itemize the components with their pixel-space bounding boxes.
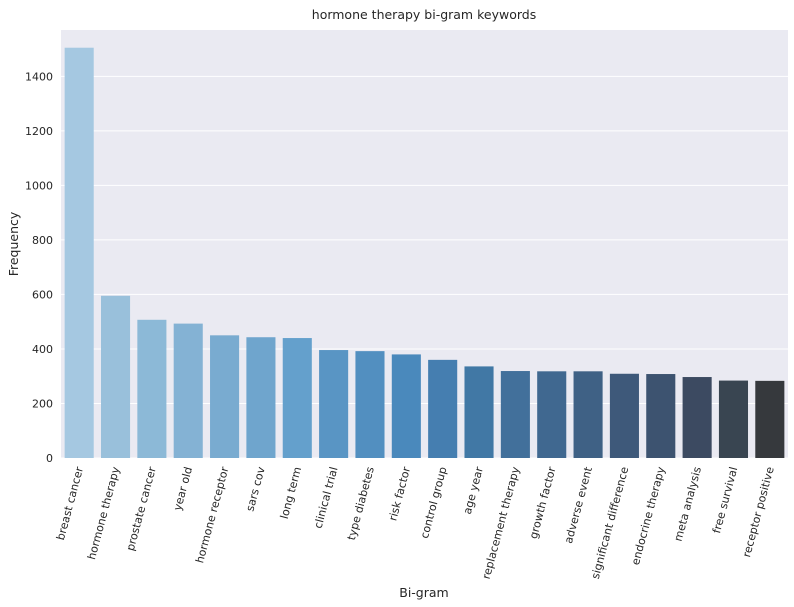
y-tick-label: 0 — [46, 452, 53, 465]
x-tick-label: growth factor — [527, 465, 559, 540]
bar — [64, 47, 94, 458]
chart-title: hormone therapy bi-gram keywords — [312, 7, 536, 22]
x-tick-label: sars cov — [243, 465, 267, 513]
bar — [646, 374, 676, 458]
bar — [391, 354, 421, 458]
x-tick-label: adverse event — [562, 465, 595, 545]
bar — [682, 377, 712, 458]
bar — [355, 351, 385, 458]
x-tick-label: year old — [171, 465, 195, 512]
x-tick-label: hormone therapy — [85, 465, 122, 561]
y-tick-label: 400 — [32, 343, 53, 356]
plot-background — [61, 30, 788, 458]
x-tick-label: type diabetes — [345, 465, 377, 541]
bars — [64, 47, 785, 458]
x-tick-label: meta analysis — [672, 465, 704, 543]
x-tick-label: age year — [461, 465, 486, 516]
x-tick-label: endocrine therapy — [629, 465, 668, 567]
bar — [246, 337, 276, 458]
bar — [100, 295, 131, 458]
bar — [609, 373, 639, 458]
x-tick-label: prostate cancer — [124, 465, 159, 552]
bar — [718, 380, 749, 458]
bar — [537, 371, 567, 458]
y-axis-label: Frequency — [6, 211, 21, 276]
bar — [428, 359, 458, 458]
x-tick-label: breast cancer — [54, 465, 86, 542]
x-tick-labels: breast cancer hormone therapy prostate can… — [54, 465, 777, 581]
x-tick-label: risk factor — [386, 465, 413, 522]
x-tick-label: hormone receptor — [193, 465, 231, 565]
x-tick-label: receptor positive — [740, 465, 777, 558]
x-tick-label: control group — [418, 465, 450, 539]
x-tick-label: free survival — [710, 465, 740, 534]
bar — [573, 371, 603, 458]
x-tick-label: long term — [278, 465, 304, 520]
y-tick-labels: 0 200 400 600 800 1000 1200 1400 — [25, 70, 53, 465]
bar — [755, 380, 785, 458]
y-tick-label: 600 — [32, 288, 53, 301]
y-tick-label: 200 — [32, 397, 53, 410]
bar — [137, 319, 167, 458]
x-tick-label: significant difference — [589, 465, 632, 580]
bar — [173, 323, 203, 458]
y-tick-label: 1400 — [25, 70, 53, 83]
x-tick-label: replacement therapy — [480, 465, 523, 581]
bar — [500, 371, 530, 458]
x-axis-label: Bi-gram — [399, 585, 448, 600]
bar — [210, 335, 240, 458]
bar — [319, 350, 349, 458]
y-tick-label: 800 — [32, 234, 53, 247]
x-tick-label: clinical trial — [312, 465, 341, 529]
bar — [282, 338, 312, 458]
y-tick-label: 1000 — [25, 179, 53, 192]
y-tick-label: 1200 — [25, 125, 53, 138]
bar — [464, 366, 494, 458]
